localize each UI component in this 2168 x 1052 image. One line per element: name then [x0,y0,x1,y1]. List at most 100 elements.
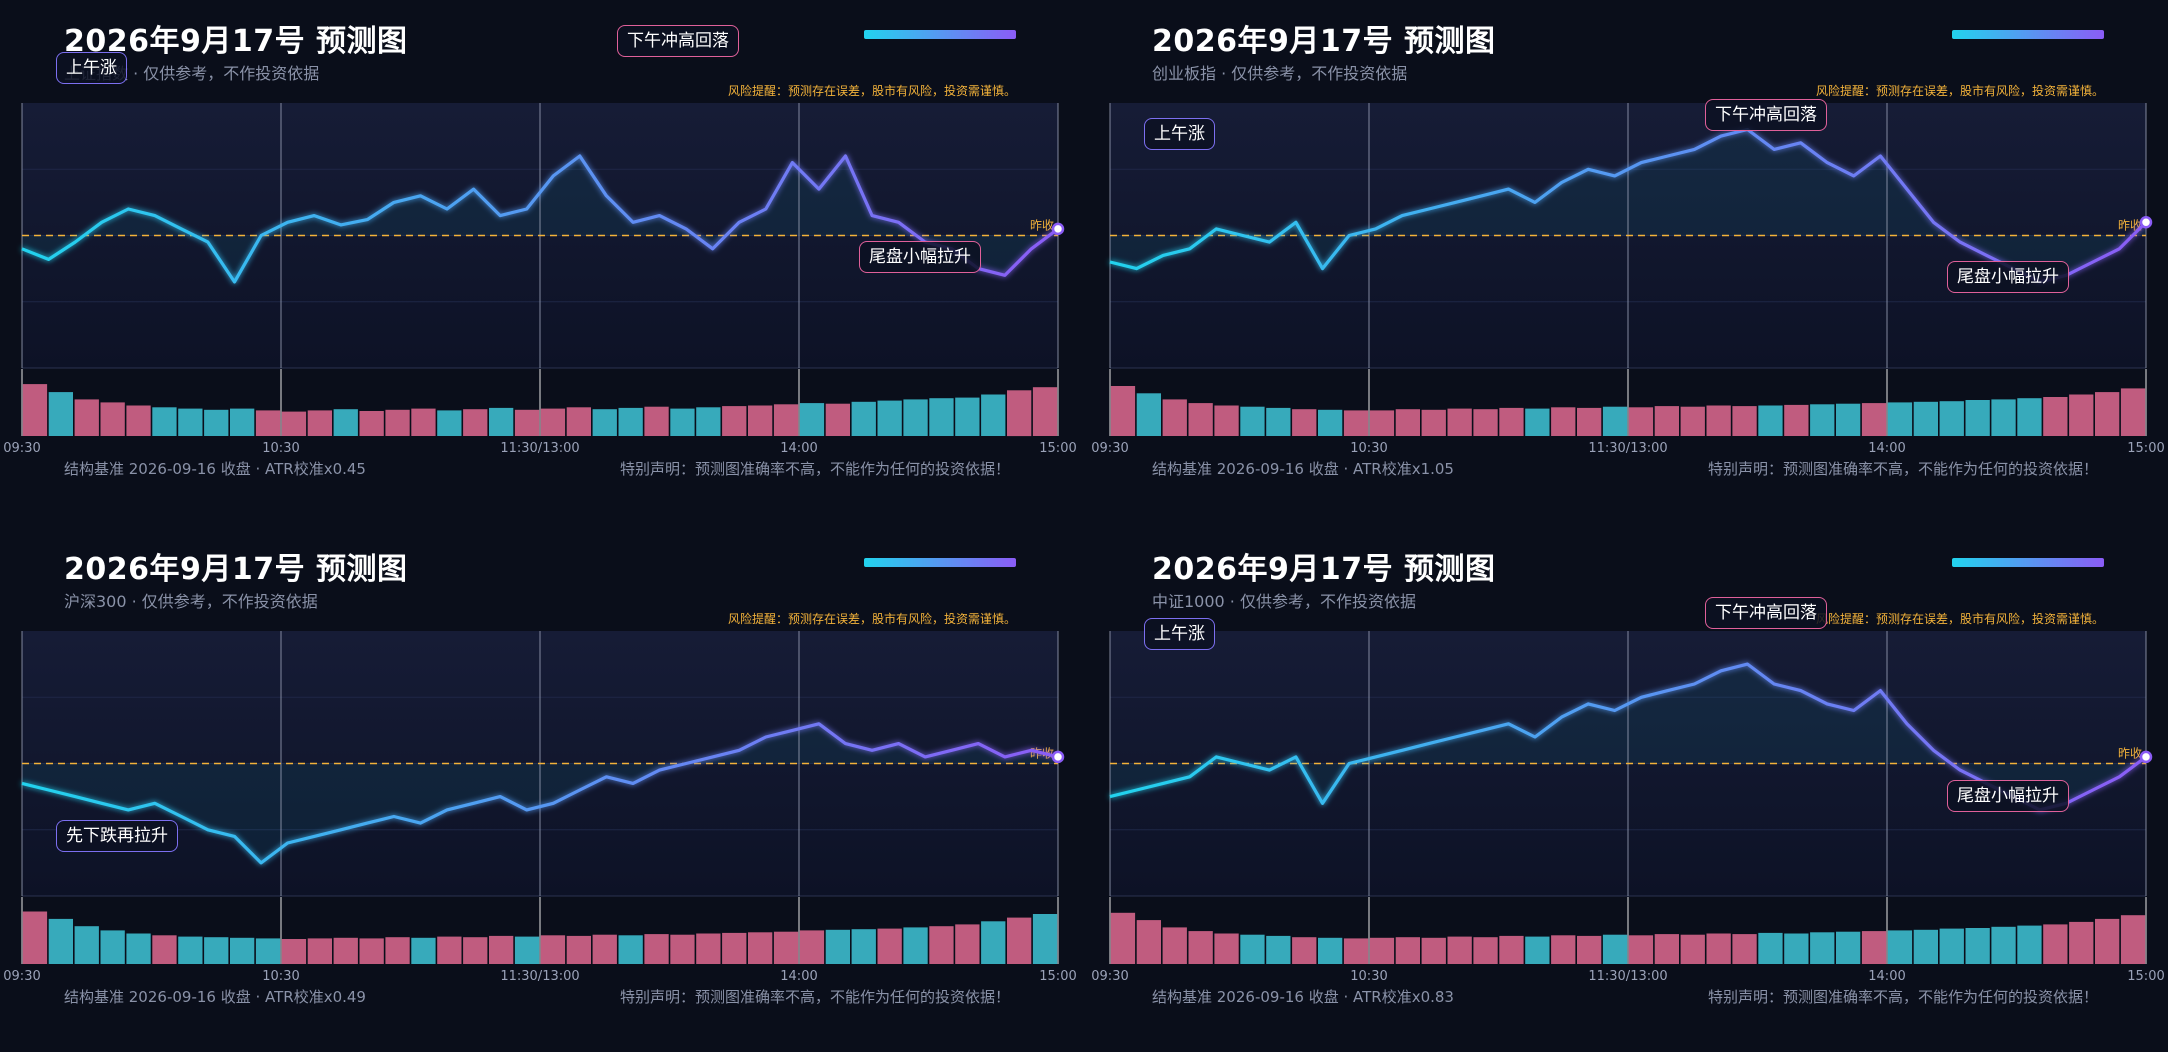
data-point [685,762,688,765]
data-point [1533,201,1536,204]
data-point [950,749,953,752]
chart-subtitle: 沪深300 · 仅供参考，不作投资依据 [64,592,318,611]
data-point [419,822,422,825]
data-point [817,188,820,191]
volume-bar [1551,935,1576,964]
data-point [631,221,634,224]
data-point [1188,247,1191,250]
data-point [127,808,130,811]
data-point [392,201,395,204]
data-point [1533,735,1536,738]
data-point [313,214,316,217]
forecast-line [21,722,1059,865]
chart-subtitle: 上证指数 · 仅供参考，不作投资依据 [64,64,320,83]
data-point [472,802,475,805]
volume-bar [178,408,203,436]
x-tick-label: 10:30 [1350,969,1387,984]
data-point [2091,788,2094,791]
volume-bar [2043,924,2068,964]
volume-bar [1162,927,1187,964]
data-point [1719,135,1722,138]
data-point [472,188,475,191]
volume-bar [722,932,747,964]
data-point [2118,247,2121,250]
volume-bar [514,936,540,964]
volume-bar [1318,409,1343,436]
volume-bar [1525,936,1550,964]
data-point [339,828,342,831]
volume-bar [1810,404,1835,436]
volume-bar [618,935,643,964]
x-tick-label: 14:00 [1868,969,1905,984]
data-point [74,795,77,798]
volume-bar [644,406,669,436]
prev-close-label: 昨收 [1030,219,1054,233]
data-point [844,742,847,745]
volume-bar [955,924,980,964]
data-point [924,755,927,758]
data-point [153,214,156,217]
data-point [445,207,448,210]
data-point [1932,221,1935,224]
data-point [711,755,714,758]
data-point [1826,161,1829,164]
data-point [286,221,289,224]
volume-bar [1240,934,1265,964]
volume-bar [1447,936,1472,964]
volume-bar [1602,406,1628,436]
data-point [1321,802,1324,805]
volume-bar [618,407,643,436]
data-point [366,822,369,825]
data-point [1294,755,1297,758]
volume-bar [1447,408,1472,436]
data-point [1773,682,1776,685]
data-point [1427,207,1430,210]
volume-bar [851,929,876,964]
volume-bar [1007,917,1032,964]
volume-bar [1706,933,1731,964]
data-point [1188,775,1191,778]
volume-bar [1680,406,1705,436]
volume-bar [903,399,928,436]
volume-bar [592,409,617,436]
data-point [206,828,209,831]
risk-warning: 风险提醒：预测存在误差，股市有风险，投资需谨慎。 [1815,612,2104,626]
data-point [578,154,581,157]
forecast-panel: 昨收 09:30 10:30 11:30/13:00 14:00 15:00 2026年9月… [1088,0,2168,524]
data-point [658,214,661,217]
volume-bar [1758,932,1783,964]
data-point [180,815,183,818]
volume-bar [1369,937,1395,964]
gradient-legend-bar [864,558,1016,567]
data-point [313,835,316,838]
volume-bar [1939,401,1964,436]
data-point [392,815,395,818]
data-point [206,241,209,244]
data-point [1454,201,1457,204]
volume-bar [1732,934,1757,964]
data-point [1480,729,1483,732]
volume-bar [1861,403,1887,436]
data-point [100,221,103,224]
volume-bar [1032,914,1058,964]
volume-bar [2017,398,2042,436]
data-point [339,223,342,226]
baseline-note: 结构基准 2026-09-16 收盘 · ATR校准x0.49 [64,988,366,1006]
data-point [1905,722,1908,725]
baseline-note: 结构基准 2026-09-16 收盘 · ATR校准x1.05 [1152,460,1454,478]
volume-bar [1577,935,1602,964]
volume-bar [540,935,566,964]
data-point [499,214,502,217]
volume-bar [799,930,825,964]
data-point [1268,769,1271,772]
data-point [685,227,688,230]
data-point [1932,749,1935,752]
data-point [1746,663,1749,666]
data-point [1613,174,1616,177]
data-point [1480,194,1483,197]
data-point [977,742,980,745]
data-point [445,808,448,811]
x-tick-label: 15:00 [1039,441,1076,456]
